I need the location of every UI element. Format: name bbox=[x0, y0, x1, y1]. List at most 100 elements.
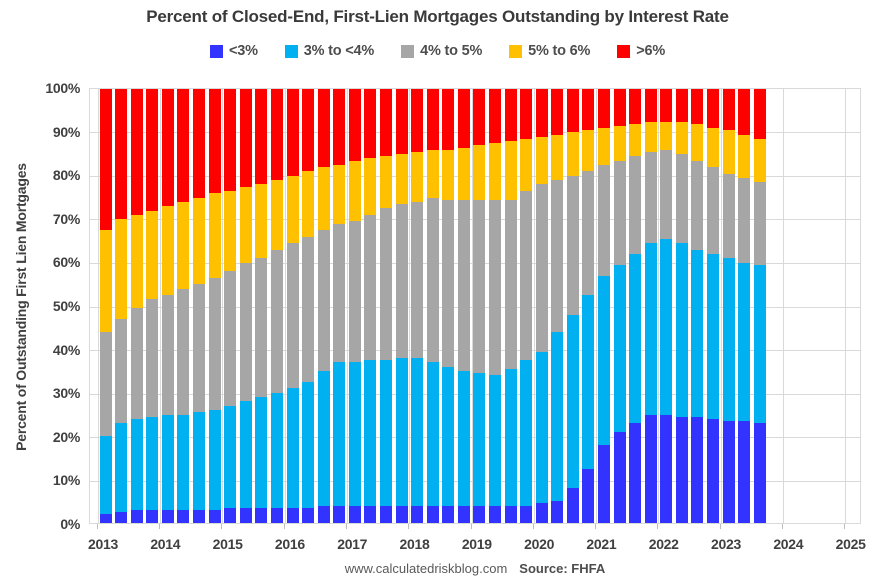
legend-label-gt6: >6% bbox=[636, 43, 666, 59]
bar-segment-4to5 bbox=[317, 230, 330, 372]
y-tick-label: 100% bbox=[45, 80, 80, 96]
bar-segment-3to4 bbox=[395, 358, 408, 506]
bar-segment-6 bbox=[255, 88, 268, 185]
bar-segment-3 bbox=[208, 509, 221, 523]
bar-segment-3to4 bbox=[566, 314, 579, 489]
x-axis-tickmark bbox=[470, 524, 472, 529]
bar-segment-3 bbox=[379, 505, 392, 523]
bar-segment-4to5 bbox=[504, 199, 517, 369]
bar-2015-Q1 bbox=[224, 89, 237, 523]
bar-segment-3to4 bbox=[707, 253, 720, 419]
bar-segment-3to4 bbox=[613, 264, 626, 432]
bar-segment-4to5 bbox=[364, 214, 377, 361]
bar-segment-3to4 bbox=[691, 249, 704, 417]
bar-segment-3to4 bbox=[551, 332, 564, 502]
bar-segment-3to4 bbox=[379, 360, 392, 506]
bar-segment-6 bbox=[364, 89, 377, 159]
bar-2019-Q1 bbox=[473, 88, 486, 523]
bar-segment-4to5 bbox=[535, 184, 548, 352]
bar-segment-4to5 bbox=[473, 199, 486, 374]
bar-2015-Q2 bbox=[239, 88, 252, 523]
y-tick-label: 60% bbox=[52, 254, 80, 271]
x-tick-label: 2021 bbox=[586, 536, 617, 552]
bar-segment-6 bbox=[629, 89, 642, 124]
bar-segment-4to5 bbox=[115, 319, 128, 424]
bar-segment-3 bbox=[629, 423, 642, 523]
legend: <3% 3% to <4% 4% to 5% 5% to 6% >6% bbox=[0, 43, 875, 59]
bar-segment-6 bbox=[411, 88, 424, 152]
bar-2021-Q4 bbox=[644, 89, 657, 523]
bar-segment-5to6 bbox=[442, 149, 455, 200]
bar-2015-Q3 bbox=[255, 88, 268, 523]
bar-segment-5to6 bbox=[629, 123, 642, 157]
bar-segment-4to5 bbox=[411, 201, 424, 359]
bar-segment-4to5 bbox=[722, 173, 735, 259]
gridline-vertical bbox=[160, 89, 161, 523]
bar-segment-3to4 bbox=[722, 258, 735, 422]
bar-segment-3to4 bbox=[520, 360, 533, 506]
bar-segment-3 bbox=[364, 505, 377, 523]
gridline-vertical bbox=[222, 89, 224, 523]
bar-segment-3to4 bbox=[317, 371, 330, 506]
bar-segment-5to6 bbox=[660, 121, 673, 150]
legend-swatch-gt6-icon bbox=[617, 44, 631, 58]
x-tick-label: 2023 bbox=[711, 536, 741, 552]
bar-segment-3to4 bbox=[488, 375, 501, 506]
bar-2013-Q1 bbox=[99, 88, 112, 523]
bar-segment-3to4 bbox=[753, 264, 766, 424]
bar-2013-Q3 bbox=[130, 89, 143, 523]
bar-segment-3 bbox=[239, 507, 252, 523]
bar-segment-3 bbox=[613, 431, 626, 523]
bar-segment-3 bbox=[707, 418, 720, 523]
bar-segment-4to5 bbox=[224, 271, 237, 406]
x-axis-tickmark bbox=[532, 524, 534, 529]
bar-segment-4to5 bbox=[177, 288, 190, 415]
x-axis-tickmark bbox=[595, 524, 597, 529]
bar-segment-4to5 bbox=[208, 277, 221, 411]
y-tick-label: 70% bbox=[52, 210, 80, 227]
bar-segment-3to4 bbox=[582, 295, 595, 469]
bar-segment-3 bbox=[535, 503, 548, 523]
bar-2016-Q2 bbox=[302, 89, 315, 523]
bar-segment-5to6 bbox=[115, 219, 128, 320]
bar-segment-4to5 bbox=[457, 199, 470, 372]
bar-segment-3 bbox=[317, 505, 330, 523]
bar-2017-Q1 bbox=[348, 89, 361, 523]
bar-segment-3 bbox=[115, 512, 128, 523]
bar-2021-Q3 bbox=[629, 89, 642, 523]
bar-segment-5to6 bbox=[255, 184, 268, 259]
bar-segment-3to4 bbox=[208, 410, 221, 510]
x-axis-tickmark bbox=[283, 524, 285, 529]
bar-segment-3to4 bbox=[675, 243, 688, 417]
bar-segment-4to5 bbox=[161, 295, 174, 415]
bar-segment-6 bbox=[488, 89, 501, 144]
bar-segment-3to4 bbox=[598, 275, 610, 445]
bar-segment-6 bbox=[691, 89, 704, 124]
bar-segment-4to5 bbox=[255, 258, 268, 398]
bar-segment-6 bbox=[395, 89, 408, 155]
bar-segment-4to5 bbox=[644, 151, 657, 244]
bar-2020-Q1 bbox=[535, 89, 548, 523]
bar-segment-3to4 bbox=[333, 362, 346, 506]
bar-segment-3to4 bbox=[255, 397, 268, 508]
bar-2018-Q4 bbox=[457, 88, 470, 523]
legend-item-lt3: <3% bbox=[209, 43, 258, 59]
bar-segment-6 bbox=[535, 89, 548, 137]
gridline-vertical bbox=[409, 89, 411, 523]
gridline-vertical bbox=[346, 89, 348, 523]
y-tick-label: 20% bbox=[52, 428, 80, 445]
legend-item-5to6: 5% to 6% bbox=[509, 43, 590, 59]
bar-segment-3 bbox=[161, 509, 174, 523]
bar-2016-Q1 bbox=[286, 88, 299, 523]
bar-segment-3to4 bbox=[130, 418, 143, 510]
gridline-vertical bbox=[471, 89, 473, 523]
bar-segment-3 bbox=[738, 421, 751, 523]
bar-segment-3 bbox=[286, 507, 299, 523]
bar-segment-5to6 bbox=[691, 123, 704, 161]
bar-segment-3 bbox=[566, 488, 579, 523]
bar-segment-3 bbox=[504, 505, 517, 523]
bar-segment-6 bbox=[660, 89, 673, 122]
bar-segment-5to6 bbox=[707, 128, 720, 168]
bar-segment-6 bbox=[675, 89, 688, 122]
bar-2014-Q1 bbox=[161, 89, 174, 523]
